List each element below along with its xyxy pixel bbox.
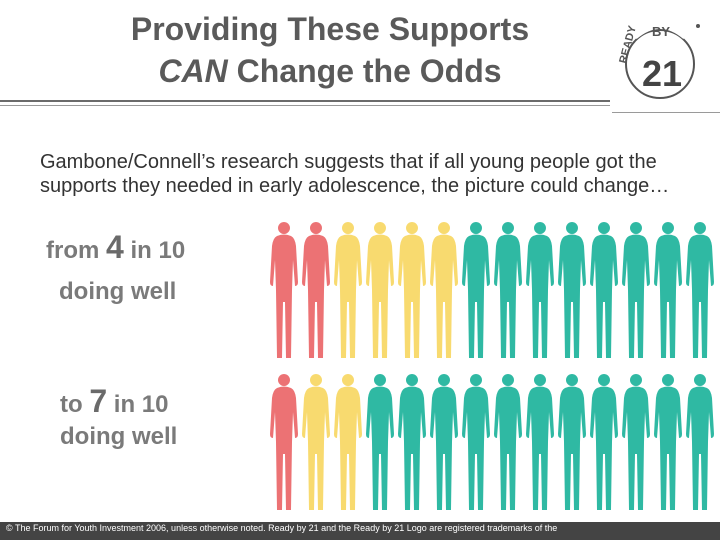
research-text: Gambone/Connell’s research suggests that… (40, 151, 670, 197)
row2-person-green-11 (590, 374, 618, 510)
row2-in10: in 10 (113, 391, 169, 418)
row2-to: to (60, 391, 83, 418)
logo-21: 21 (642, 53, 682, 94)
row1-person-green-10 (558, 222, 586, 358)
footer-copyright: © The Forum for Youth Investment 2006, u… (0, 522, 720, 540)
header-rule (0, 100, 610, 102)
row2-person-green-6 (430, 374, 458, 510)
row2-number: 7 (89, 383, 108, 419)
row1-person-yellow-4 (366, 222, 394, 358)
row2-person-green-4 (366, 374, 394, 510)
row1-person-green-12 (622, 222, 650, 358)
row1-label: from 4 in 10 (46, 229, 186, 266)
slide-title: Providing These Supports CAN Change the … (60, 8, 600, 92)
ready-by-21-logo: READY BY 21 (617, 21, 700, 99)
row2-person-green-14 (686, 374, 714, 510)
row1-person-green-11 (590, 222, 618, 358)
title-emphasis: CAN (158, 53, 228, 89)
title-line-2: CAN Change the Odds (60, 50, 600, 92)
title-rest: Change the Odds (227, 53, 502, 89)
row1-doing-well: doing well (59, 278, 177, 305)
row1-person-green-7 (462, 222, 490, 358)
logo-ready: READY (617, 24, 639, 65)
row1-in10: in 10 (130, 237, 186, 264)
row2-person-green-7 (462, 374, 490, 510)
row2-figures (270, 374, 714, 510)
row1-person-green-8 (494, 222, 522, 358)
row1-number: 4 (106, 229, 124, 265)
title-line-1: Providing These Supports (130, 11, 530, 47)
row1-person-yellow-6 (430, 222, 458, 358)
row1-from: from (46, 237, 100, 264)
row1-person-yellow-3 (334, 222, 362, 358)
row2-person-yellow-3 (334, 374, 362, 510)
row2-person-red-1 (270, 374, 298, 510)
row2-person-yellow-2 (302, 374, 330, 510)
row1-person-red-1 (270, 222, 298, 358)
row2-person-green-5 (398, 374, 426, 510)
row1-person-green-14 (686, 222, 714, 358)
row2-person-green-10 (558, 374, 586, 510)
row2-person-green-12 (622, 374, 650, 510)
row2-person-green-13 (654, 374, 682, 510)
row1-person-green-13 (654, 222, 682, 358)
row1-figures (270, 222, 714, 358)
header-rule-thin (0, 105, 610, 106)
row2-label: to 7 in 10 (60, 383, 169, 420)
row2-person-green-8 (494, 374, 522, 510)
row2-person-green-9 (526, 374, 554, 510)
row1-person-yellow-5 (398, 222, 426, 358)
row1-person-red-2 (302, 222, 330, 358)
header-rule-right (612, 112, 720, 113)
row1-person-green-9 (526, 222, 554, 358)
row2-doing-well: doing well (60, 423, 178, 450)
logo-by: BY (652, 24, 670, 39)
